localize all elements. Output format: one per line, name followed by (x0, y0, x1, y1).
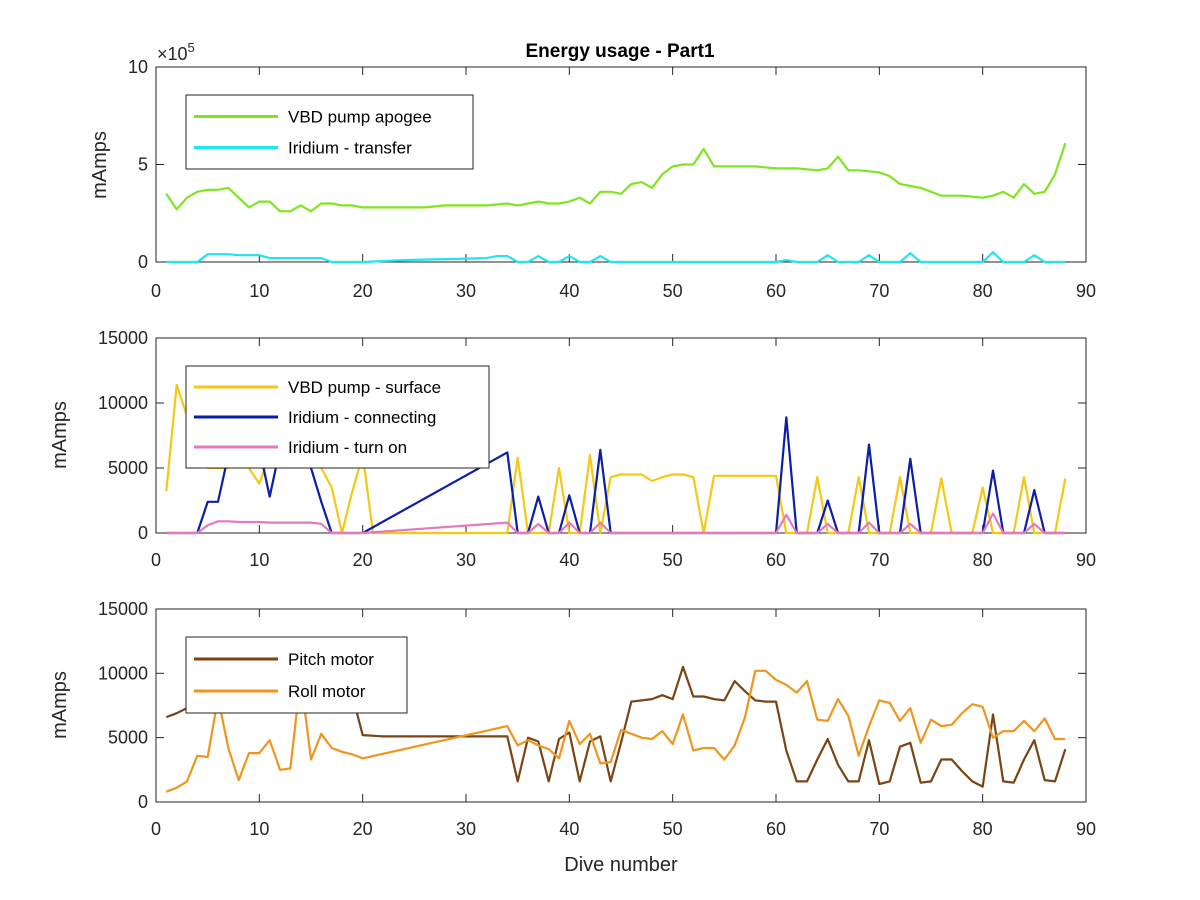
x-tick-label: 10 (249, 281, 269, 301)
y-tick-label: 5000 (108, 458, 148, 478)
energy-chart-bottom: mAmps Dive number 0 10 20 30 40 50 60 70 80 90 0 50… (49, 599, 1096, 876)
x-tick-label: 30 (456, 550, 476, 570)
x-tick-label: 50 (663, 550, 683, 570)
x-tick-label: 60 (766, 281, 786, 301)
legend-entry: Iridium - transfer (288, 139, 412, 158)
x-tick-label: 30 (456, 819, 476, 839)
x-tick-label: 70 (869, 281, 889, 301)
x-tick-label: 40 (559, 281, 579, 301)
x-tick-label: 90 (1076, 550, 1096, 570)
y-tick-label: 5 (138, 155, 148, 175)
x-tick-label: 50 (663, 819, 683, 839)
y-tick-label: 0 (138, 523, 148, 543)
legend-entry: VBD pump - surface (288, 378, 441, 397)
x-tick-label: 10 (249, 819, 269, 839)
x-tick-label: 0 (151, 281, 161, 301)
y-tick-label: 0 (138, 792, 148, 812)
y-multiplier-label: ×105 (157, 40, 195, 64)
x-tick-label: 40 (559, 819, 579, 839)
x-tick-label: 20 (353, 281, 373, 301)
x-tick-label: 0 (151, 550, 161, 570)
x-axis-label: Dive number (564, 854, 678, 876)
x-tick-label: 50 (663, 281, 683, 301)
y-axis-label-top: mAmps (89, 131, 111, 199)
legend-entry: Roll motor (288, 682, 366, 701)
legend-box (185, 94, 474, 170)
x-tick-label: 80 (973, 550, 993, 570)
x-tick-label: 20 (353, 819, 373, 839)
x-tick-label: 20 (353, 550, 373, 570)
y-tick-label: 10000 (98, 663, 148, 683)
x-tick-label: 90 (1076, 819, 1096, 839)
x-tick-label: 40 (559, 550, 579, 570)
y-axis-label-middle: mAmps (49, 401, 71, 469)
x-tick-label: 80 (973, 281, 993, 301)
chart-title: Energy usage - Part1 (525, 41, 714, 62)
legend-entry: Iridium - turn on (288, 438, 407, 457)
series-line-2 (166, 251, 1066, 264)
legend-entry: Pitch motor (288, 650, 374, 669)
x-tick-label: 10 (249, 550, 269, 570)
legend-entry: Iridium - connecting (288, 408, 436, 427)
series-line-3 (166, 512, 1066, 535)
x-tick-label: 90 (1076, 281, 1096, 301)
x-tick-label: 60 (766, 550, 786, 570)
legend-box (185, 636, 408, 714)
y-multiplier-exponent: 5 (188, 40, 195, 55)
x-tick-label: 70 (869, 550, 889, 570)
y-tick-label: 15000 (98, 328, 148, 348)
x-tick-label: 30 (456, 281, 476, 301)
y-tick-label: 10000 (98, 393, 148, 413)
x-tick-label: 0 (151, 819, 161, 839)
y-tick-label: 15000 (98, 599, 148, 619)
x-tick-label: 70 (869, 819, 889, 839)
y-tick-label: 5000 (108, 728, 148, 748)
y-tick-label: 0 (138, 252, 148, 272)
energy-chart-top: Energy usage - Part1 ×105 mAmps 0 10 20 30 4… (89, 40, 1096, 301)
legend-entry: VBD pump apogee (288, 108, 432, 127)
series-line-2 (165, 669, 1066, 793)
series-line-1 (165, 142, 1067, 213)
energy-chart-middle: mAmps 0 10 20 30 40 50 60 70 80 90 0 5000 10000 15000… (49, 328, 1096, 570)
y-axis-label-bottom: mAmps (49, 671, 71, 739)
y-tick-label: 10 (128, 57, 148, 77)
x-tick-label: 60 (766, 819, 786, 839)
x-tick-label: 80 (973, 819, 993, 839)
